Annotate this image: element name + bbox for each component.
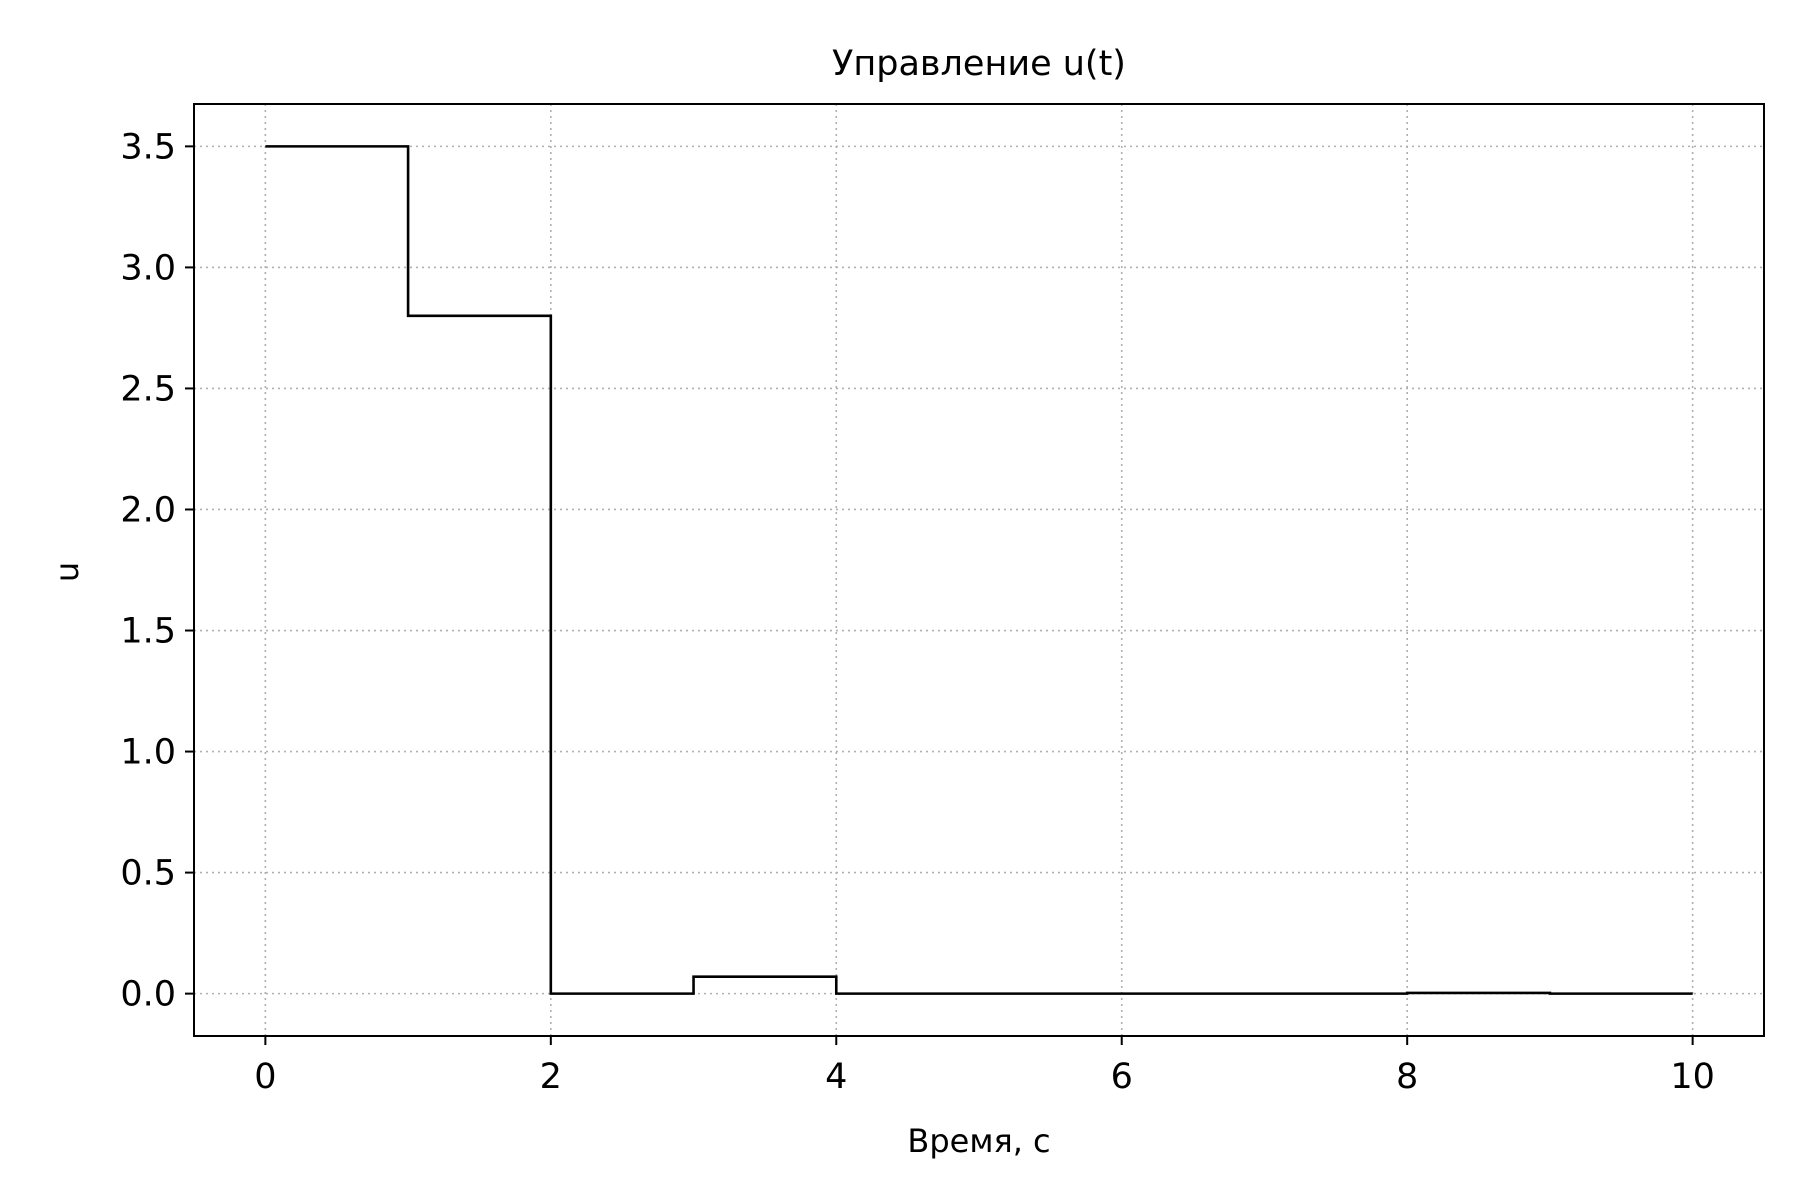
x-tick-label: 6 <box>1111 1057 1133 1097</box>
y-tick-label: 2.5 <box>120 369 176 409</box>
series-layer <box>265 145 1693 995</box>
y-tick-label: 0.5 <box>120 854 176 894</box>
y-tick-label: 3.0 <box>120 248 176 288</box>
x-axis-label: Время, с <box>907 1122 1050 1160</box>
x-tick-label: 2 <box>540 1057 562 1097</box>
x-axis-ticks: 0 2 4 6 8 10 <box>254 1036 1715 1097</box>
y-tick-label: 1.5 <box>120 612 176 652</box>
y-tick-label: 1.0 <box>120 733 176 773</box>
y-axis-ticks: 0.0 0.5 1.0 1.5 2.0 2.5 3.0 3.5 <box>120 127 194 1015</box>
chart-title: Управление u(t) <box>832 44 1126 84</box>
grid-layer <box>194 104 1764 1036</box>
y-tick-label: 3.5 <box>120 127 176 167</box>
x-tick-label: 4 <box>825 1057 847 1097</box>
y-axis-label: u <box>48 562 86 582</box>
x-tick-label: 0 <box>254 1057 276 1097</box>
x-tick-label: 10 <box>1670 1057 1715 1097</box>
x-tick-label: 8 <box>1396 1057 1418 1097</box>
series-line-0 <box>265 145 1693 995</box>
plot-frame <box>193 103 1765 1037</box>
y-tick-label: 0.0 <box>120 975 176 1015</box>
y-tick-label: 2.0 <box>120 490 176 530</box>
